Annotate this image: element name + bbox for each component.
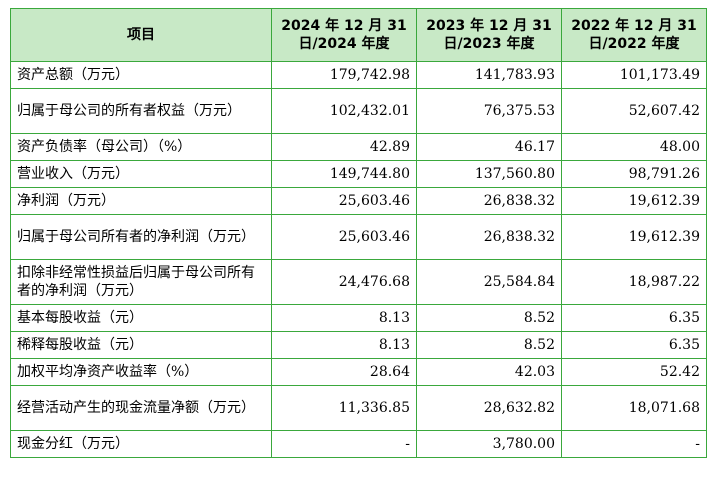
table-row-weighted-roe: 加权平均净资产收益率（%） 28.64 42.03 52.42 — [10, 358, 707, 386]
table-row-adjusted-net-profit: 扣除非经常性损益后归属于母公司所有者的净利润（万元） 24,476.68 25,… — [10, 259, 707, 305]
value-2023: 3,780.00 — [416, 430, 562, 458]
value-2023: 26,838.32 — [416, 214, 562, 260]
row-label: 资产总额（万元） — [10, 61, 272, 89]
header-2022: 2022 年 12 月 31 日/2022 年度 — [561, 8, 707, 62]
value-2024: 8.13 — [271, 331, 417, 359]
header-item: 项目 — [10, 8, 272, 62]
row-label: 归属于母公司的所有者权益（万元） — [10, 88, 272, 134]
value-2022: 6.35 — [561, 304, 707, 332]
row-label: 营业收入（万元） — [10, 160, 272, 188]
value-2022: 6.35 — [561, 331, 707, 359]
value-2023: 137,560.80 — [416, 160, 562, 188]
value-2022: 101,173.49 — [561, 61, 707, 89]
financial-summary-document: 项目 2024 年 12 月 31 日/2024 年度 2023 年 12 月 … — [10, 8, 707, 458]
value-2024: 102,432.01 — [271, 88, 417, 134]
table-row-parent-net-profit: 归属于母公司所有者的净利润（万元） 25,603.46 26,838.32 19… — [10, 214, 707, 260]
header-2024: 2024 年 12 月 31 日/2024 年度 — [271, 8, 417, 62]
financial-summary-table: 项目 2024 年 12 月 31 日/2024 年度 2023 年 12 月 … — [10, 8, 707, 458]
row-label: 现金分红（万元） — [10, 430, 272, 458]
table-row-parent-equity: 归属于母公司的所有者权益（万元） 102,432.01 76,375.53 52… — [10, 88, 707, 134]
table-row-diluted-eps: 稀释每股收益（元） 8.13 8.52 6.35 — [10, 331, 707, 359]
value-2024: 28.64 — [271, 358, 417, 386]
value-2023: 42.03 — [416, 358, 562, 386]
value-2024: 24,476.68 — [271, 259, 417, 305]
value-2024: 179,742.98 — [271, 61, 417, 89]
value-2024: 11,336.85 — [271, 385, 417, 431]
value-2023: 28,632.82 — [416, 385, 562, 431]
value-2022: 18,987.22 — [561, 259, 707, 305]
row-label: 基本每股收益（元） — [10, 304, 272, 332]
value-2023: 8.52 — [416, 331, 562, 359]
table-header: 项目 2024 年 12 月 31 日/2024 年度 2023 年 12 月 … — [10, 8, 707, 62]
value-2023: 8.52 — [416, 304, 562, 332]
row-label: 资产负债率（母公司）（%） — [10, 133, 272, 161]
value-2024: 25,603.46 — [271, 214, 417, 260]
row-label: 扣除非经常性损益后归属于母公司所有者的净利润（万元） — [10, 259, 272, 305]
table-row-revenue: 营业收入（万元） 149,744.80 137,560.80 98,791.26 — [10, 160, 707, 188]
value-2022: 98,791.26 — [561, 160, 707, 188]
value-2024: - — [271, 430, 417, 458]
table-row-operating-cash-flow: 经营活动产生的现金流量净额（万元） 11,336.85 28,632.82 18… — [10, 385, 707, 431]
table-row-net-profit: 净利润（万元） 25,603.46 26,838.32 19,612.39 — [10, 187, 707, 215]
value-2022: 48.00 — [561, 133, 707, 161]
value-2023: 46.17 — [416, 133, 562, 161]
table-row-basic-eps: 基本每股收益（元） 8.13 8.52 6.35 — [10, 304, 707, 332]
value-2022: 19,612.39 — [561, 214, 707, 260]
row-label: 净利润（万元） — [10, 187, 272, 215]
header-2023: 2023 年 12 月 31 日/2023 年度 — [416, 8, 562, 62]
value-2022: 18,071.68 — [561, 385, 707, 431]
row-label: 加权平均净资产收益率（%） — [10, 358, 272, 386]
table-body: 资产总额（万元） 179,742.98 141,783.93 101,173.4… — [10, 61, 707, 458]
value-2023: 76,375.53 — [416, 88, 562, 134]
table-row-total-assets: 资产总额（万元） 179,742.98 141,783.93 101,173.4… — [10, 61, 707, 89]
table-row-debt-ratio: 资产负债率（母公司）（%） 42.89 46.17 48.00 — [10, 133, 707, 161]
row-label: 归属于母公司所有者的净利润（万元） — [10, 214, 272, 260]
value-2024: 42.89 — [271, 133, 417, 161]
value-2022: - — [561, 430, 707, 458]
value-2023: 26,838.32 — [416, 187, 562, 215]
table-row-cash-dividend: 现金分红（万元） - 3,780.00 - — [10, 430, 707, 458]
value-2022: 52,607.42 — [561, 88, 707, 134]
value-2023: 25,584.84 — [416, 259, 562, 305]
value-2022: 52.42 — [561, 358, 707, 386]
value-2024: 149,744.80 — [271, 160, 417, 188]
value-2022: 19,612.39 — [561, 187, 707, 215]
value-2023: 141,783.93 — [416, 61, 562, 89]
value-2024: 25,603.46 — [271, 187, 417, 215]
value-2024: 8.13 — [271, 304, 417, 332]
row-label: 经营活动产生的现金流量净额（万元） — [10, 385, 272, 431]
row-label: 稀释每股收益（元） — [10, 331, 272, 359]
header-row: 项目 2024 年 12 月 31 日/2024 年度 2023 年 12 月 … — [10, 8, 707, 62]
